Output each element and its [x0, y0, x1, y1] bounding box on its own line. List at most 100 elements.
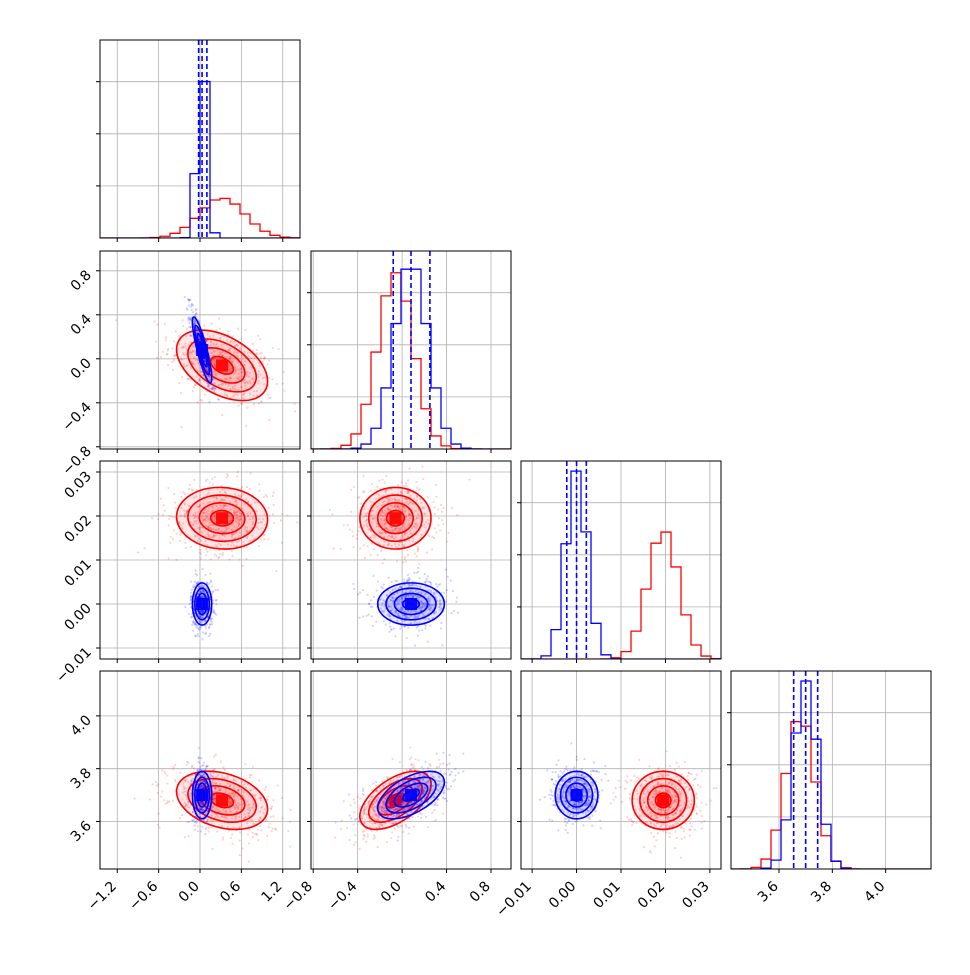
scatter-point-0	[204, 393, 206, 395]
scatter-point-1	[194, 581, 196, 583]
panel-1-1	[307, 251, 511, 453]
scatter-point-0	[412, 767, 414, 769]
scatter-point-0	[282, 383, 284, 385]
scatter-point-0	[283, 390, 285, 392]
scatter-point-0	[367, 834, 369, 836]
scatter-point-0	[197, 830, 199, 832]
scatter-point-0	[216, 329, 218, 331]
scatter-point-0	[238, 404, 240, 406]
scatter-point-0	[271, 378, 273, 380]
scatter-point-1	[440, 627, 442, 629]
scatter-point-0	[248, 860, 250, 862]
scatter-point-0	[258, 545, 260, 547]
scatter-point-0	[161, 769, 163, 771]
scatter-point-0	[260, 400, 262, 402]
scatter-point-0	[281, 797, 283, 799]
scatter-point-0	[276, 784, 278, 786]
scatter-point-1	[417, 635, 419, 637]
scatter-point-0	[157, 824, 159, 826]
scatter-point-0	[211, 478, 213, 480]
y-tick-label: 0.02	[61, 513, 94, 546]
density-peak-0	[216, 512, 228, 524]
scatter-point-0	[354, 834, 356, 836]
scatter-point-0	[411, 764, 413, 766]
scatter-point-0	[371, 483, 373, 485]
scatter-point-0	[200, 553, 202, 555]
scatter-point-0	[172, 369, 174, 371]
scatter-point-0	[267, 798, 269, 800]
scatter-point-1	[376, 589, 378, 591]
scatter-point-0	[385, 475, 387, 477]
scatter-point-0	[179, 540, 181, 542]
scatter-point-0	[199, 399, 201, 401]
scatter-point-0	[422, 478, 424, 480]
scatter-point-0	[433, 809, 435, 811]
scatter-point-1	[453, 610, 455, 612]
scatter-point-1	[442, 644, 444, 646]
density-peak-0	[216, 794, 228, 806]
scatter-point-0	[264, 820, 266, 822]
scatter-point-0	[237, 471, 239, 473]
panel-content	[311, 671, 511, 869]
scatter-point-0	[259, 825, 261, 827]
scatter-point-0	[373, 838, 375, 840]
scatter-point-1	[212, 590, 214, 592]
scatter-point-0	[435, 496, 437, 498]
scatter-point-1	[201, 568, 203, 570]
scatter-point-0	[224, 769, 226, 771]
scatter-point-0	[256, 352, 258, 354]
scatter-point-0	[258, 490, 260, 492]
scatter-point-0	[163, 799, 165, 801]
scatter-point-0	[184, 542, 186, 544]
scatter-point-1	[389, 626, 391, 628]
scatter-point-0	[196, 401, 198, 403]
scatter-point-0	[426, 552, 428, 554]
scatter-point-0	[270, 808, 272, 810]
density-peak-0	[389, 512, 401, 524]
scatter-point-0	[281, 513, 283, 515]
scatter-point-1	[201, 638, 203, 640]
scatter-point-1	[189, 326, 191, 328]
scatter-point-1	[186, 307, 188, 309]
scatter-point-0	[267, 393, 269, 395]
scatter-point-1	[455, 601, 457, 603]
scatter-point-0	[273, 522, 275, 524]
scatter-point-0	[156, 357, 158, 359]
scatter-point-1	[391, 581, 393, 583]
scatter-point-1	[191, 616, 193, 618]
scatter-point-0	[245, 558, 247, 560]
scatter-point-0	[356, 538, 358, 540]
scatter-point-0	[175, 507, 177, 509]
scatter-point-0	[272, 513, 274, 515]
scatter-point-1	[393, 628, 395, 630]
scatter-point-1	[388, 631, 390, 633]
scatter-point-0	[281, 542, 283, 544]
scatter-point-0	[404, 556, 406, 558]
scatter-point-0	[331, 513, 333, 515]
scatter-point-0	[334, 822, 336, 824]
scatter-point-0	[213, 755, 215, 757]
scatter-point-1	[428, 580, 430, 582]
scatter-point-1	[209, 401, 211, 403]
scatter-point-1	[350, 817, 352, 819]
scatter-point-0	[447, 532, 449, 534]
y-tick-label: 0.00	[61, 601, 94, 634]
scatter-point-0	[362, 838, 364, 840]
scatter-point-0	[205, 554, 207, 556]
scatter-point-1	[191, 820, 193, 822]
scatter-point-0	[290, 809, 292, 811]
y-tick-label: 0.8	[68, 267, 95, 294]
scatter-point-0	[268, 507, 270, 509]
scatter-point-0	[237, 328, 239, 330]
scatter-point-1	[457, 612, 459, 614]
scatter-point-0	[164, 510, 166, 512]
scatter-point-1	[377, 581, 379, 583]
scatter-point-0	[397, 836, 399, 838]
scatter-point-0	[157, 812, 159, 814]
scatter-point-0	[263, 496, 265, 498]
scatter-point-0	[222, 766, 224, 768]
scatter-point-0	[187, 378, 189, 380]
scatter-point-0	[244, 329, 246, 331]
scatter-point-0	[169, 541, 171, 543]
scatter-point-0	[222, 554, 224, 556]
